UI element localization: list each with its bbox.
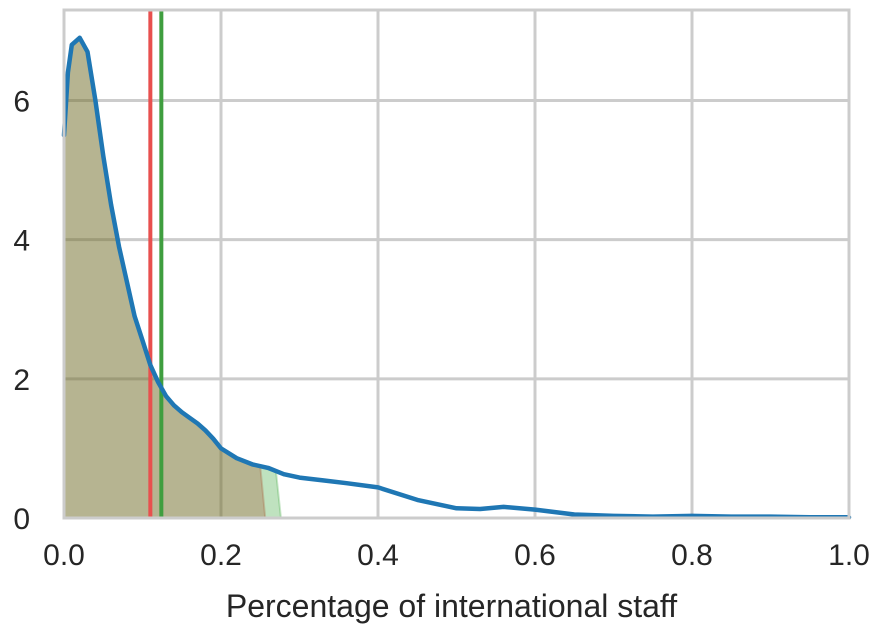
density-curve xyxy=(61,35,852,520)
x-tick-label: 0.6 xyxy=(514,539,556,572)
x-tick-label: 0.4 xyxy=(357,539,399,572)
y-tick-labels: 0 2 4 6 xyxy=(13,85,30,536)
y-tick-label: 4 xyxy=(13,225,30,258)
x-tick-label: 0.2 xyxy=(200,539,242,572)
x-axis-label: Percentage of international staff xyxy=(226,588,677,624)
x-tick-label: 0.0 xyxy=(43,539,85,572)
y-tick-label: 6 xyxy=(13,85,30,118)
y-tick-label: 2 xyxy=(13,364,30,397)
plot-frame xyxy=(62,8,851,520)
y-tick-label: 0 xyxy=(13,503,30,536)
x-tick-label: 0.8 xyxy=(671,539,713,572)
x-tick-label: 1.0 xyxy=(828,539,870,572)
vertical-lines xyxy=(148,10,164,518)
density-curves xyxy=(61,35,852,520)
x-tick-labels: 0.0 0.2 0.4 0.6 0.8 1.0 xyxy=(43,539,870,572)
